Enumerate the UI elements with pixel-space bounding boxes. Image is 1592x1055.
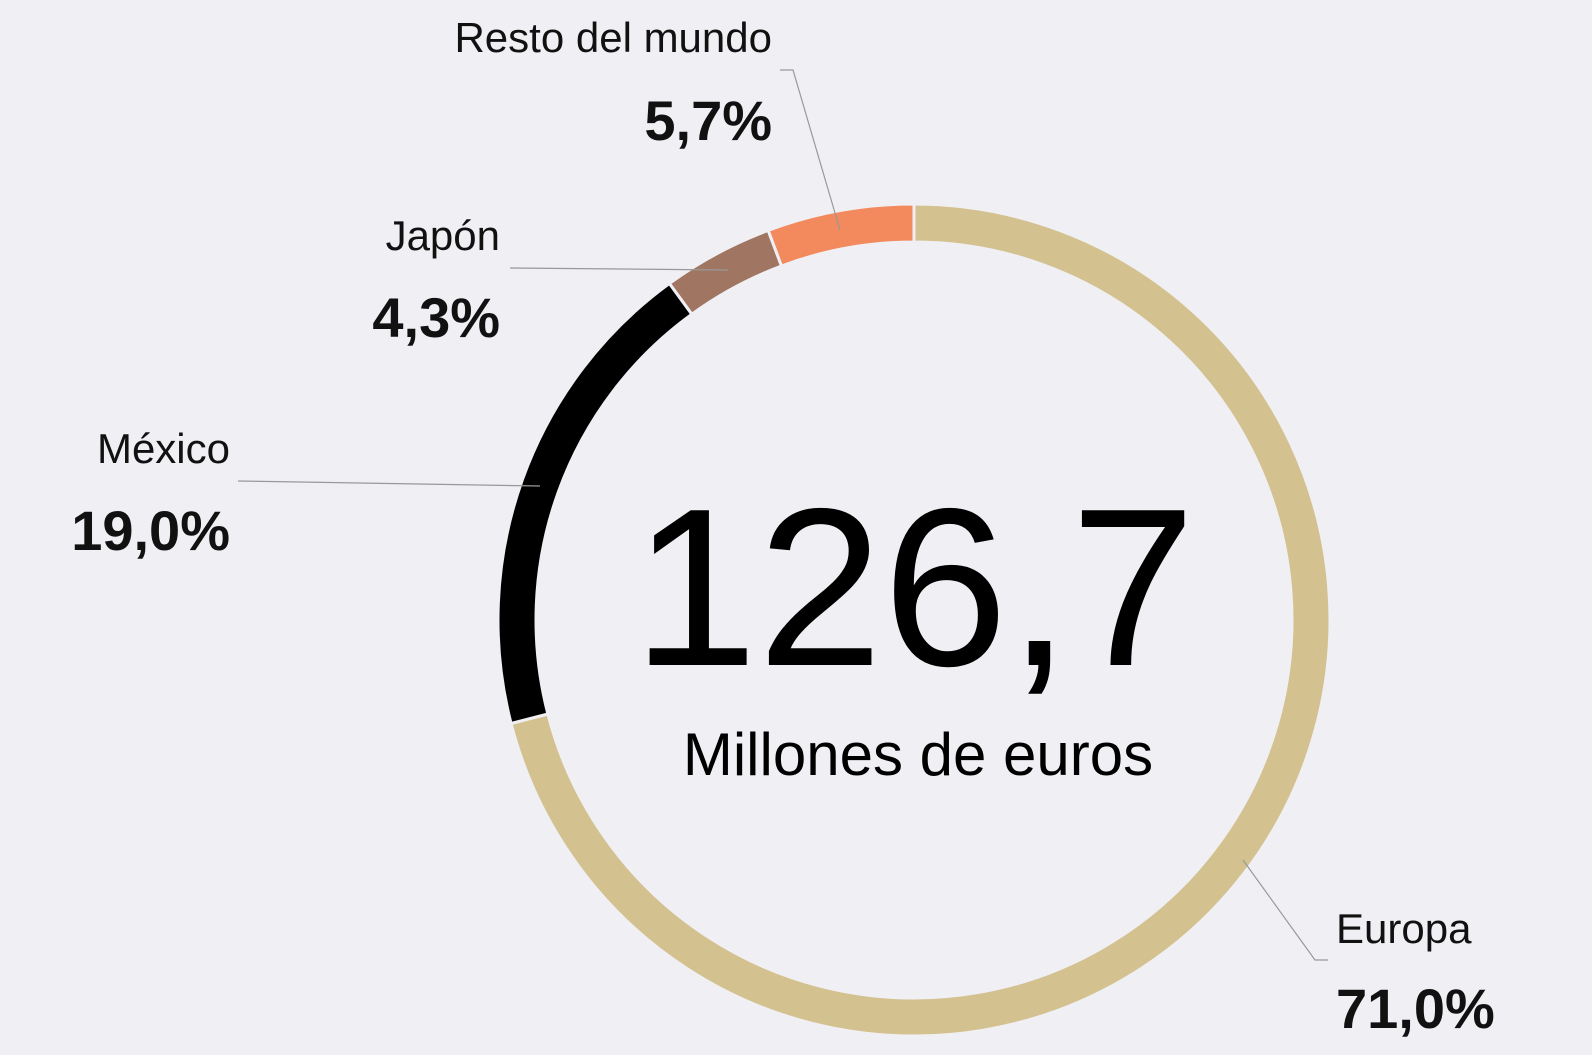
- leader-line: [780, 69, 841, 231]
- leader-line: [237, 480, 541, 487]
- segment-name: Resto del mundo: [454, 14, 772, 61]
- segment-value: 4,3%: [372, 286, 500, 349]
- donut-segment: [509, 202, 1332, 1038]
- center-label: Millones de euros: [683, 721, 1153, 788]
- leader-line: [1242, 859, 1328, 961]
- leader-line: [509, 267, 729, 271]
- segment-name: Japón: [386, 212, 500, 259]
- segment-name: México: [97, 425, 230, 472]
- segment-value: 5,7%: [644, 89, 772, 152]
- segment-name: Europa: [1336, 905, 1472, 952]
- donut-segment: [766, 202, 916, 268]
- segment-value: 19,0%: [71, 499, 230, 562]
- segment-value: 71,0%: [1336, 977, 1495, 1040]
- center-value: 126,7: [632, 461, 1195, 713]
